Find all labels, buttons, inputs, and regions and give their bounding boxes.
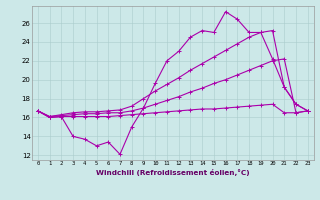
- X-axis label: Windchill (Refroidissement éolien,°C): Windchill (Refroidissement éolien,°C): [96, 169, 250, 176]
